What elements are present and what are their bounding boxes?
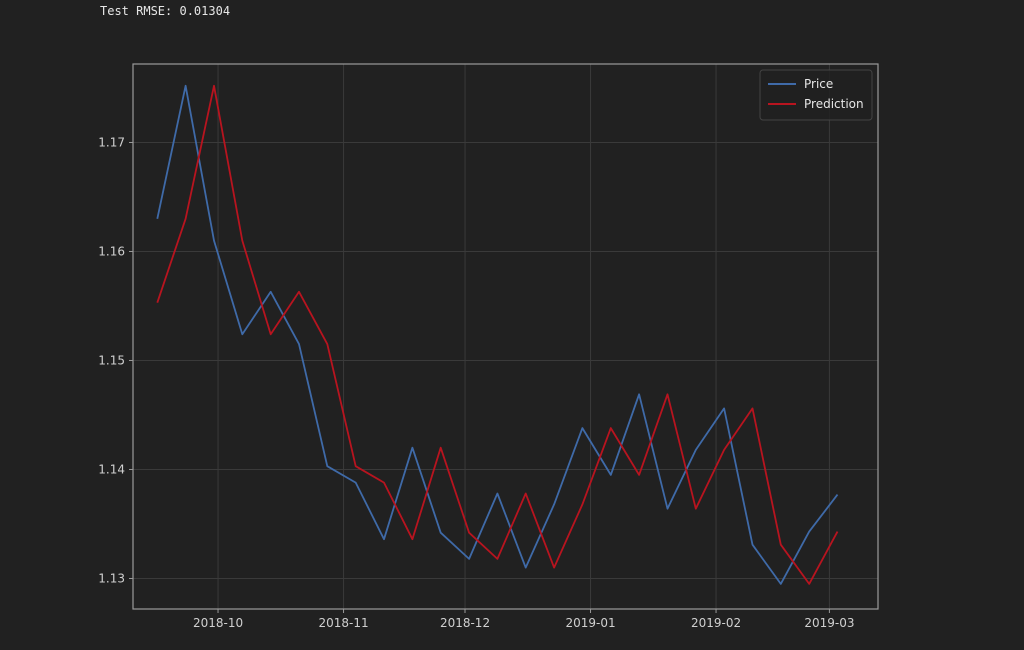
y-tick-label: 1.13 (98, 571, 125, 585)
x-tick-label: 2018-10 (193, 616, 243, 630)
x-tick-label: 2018-12 (440, 616, 490, 630)
rmse-output-text: Test RMSE: 0.01304 (100, 4, 231, 18)
y-tick-label: 1.16 (98, 244, 125, 258)
legend-label-prediction: Prediction (804, 97, 864, 111)
x-tick-label: 2019-03 (804, 616, 854, 630)
legend: Price Prediction (759, 69, 873, 121)
legend-box (759, 69, 873, 121)
x-tick-label: 2018-11 (318, 616, 368, 630)
y-tick-label: 1.14 (98, 462, 125, 476)
tick-marks (129, 141, 830, 613)
series-line-prediction (156, 84, 839, 585)
series-lines (156, 84, 839, 585)
y-tick-label: 1.15 (98, 353, 125, 367)
legend-label-price: Price (804, 77, 833, 91)
axes-frame (132, 63, 879, 610)
x-tick-labels: 2018-10 2018-11 2018-12 2019-01 2019-02 2019-… (193, 616, 855, 630)
x-tick-label: 2019-01 (565, 616, 615, 630)
x-tick-label: 2019-02 (691, 616, 741, 630)
y-tick-label: 1.17 (98, 135, 125, 149)
y-tick-labels: 1.13 1.14 1.15 1.16 1.17 (98, 135, 125, 585)
grid-lines (133, 64, 878, 609)
series-line-price (156, 84, 839, 585)
